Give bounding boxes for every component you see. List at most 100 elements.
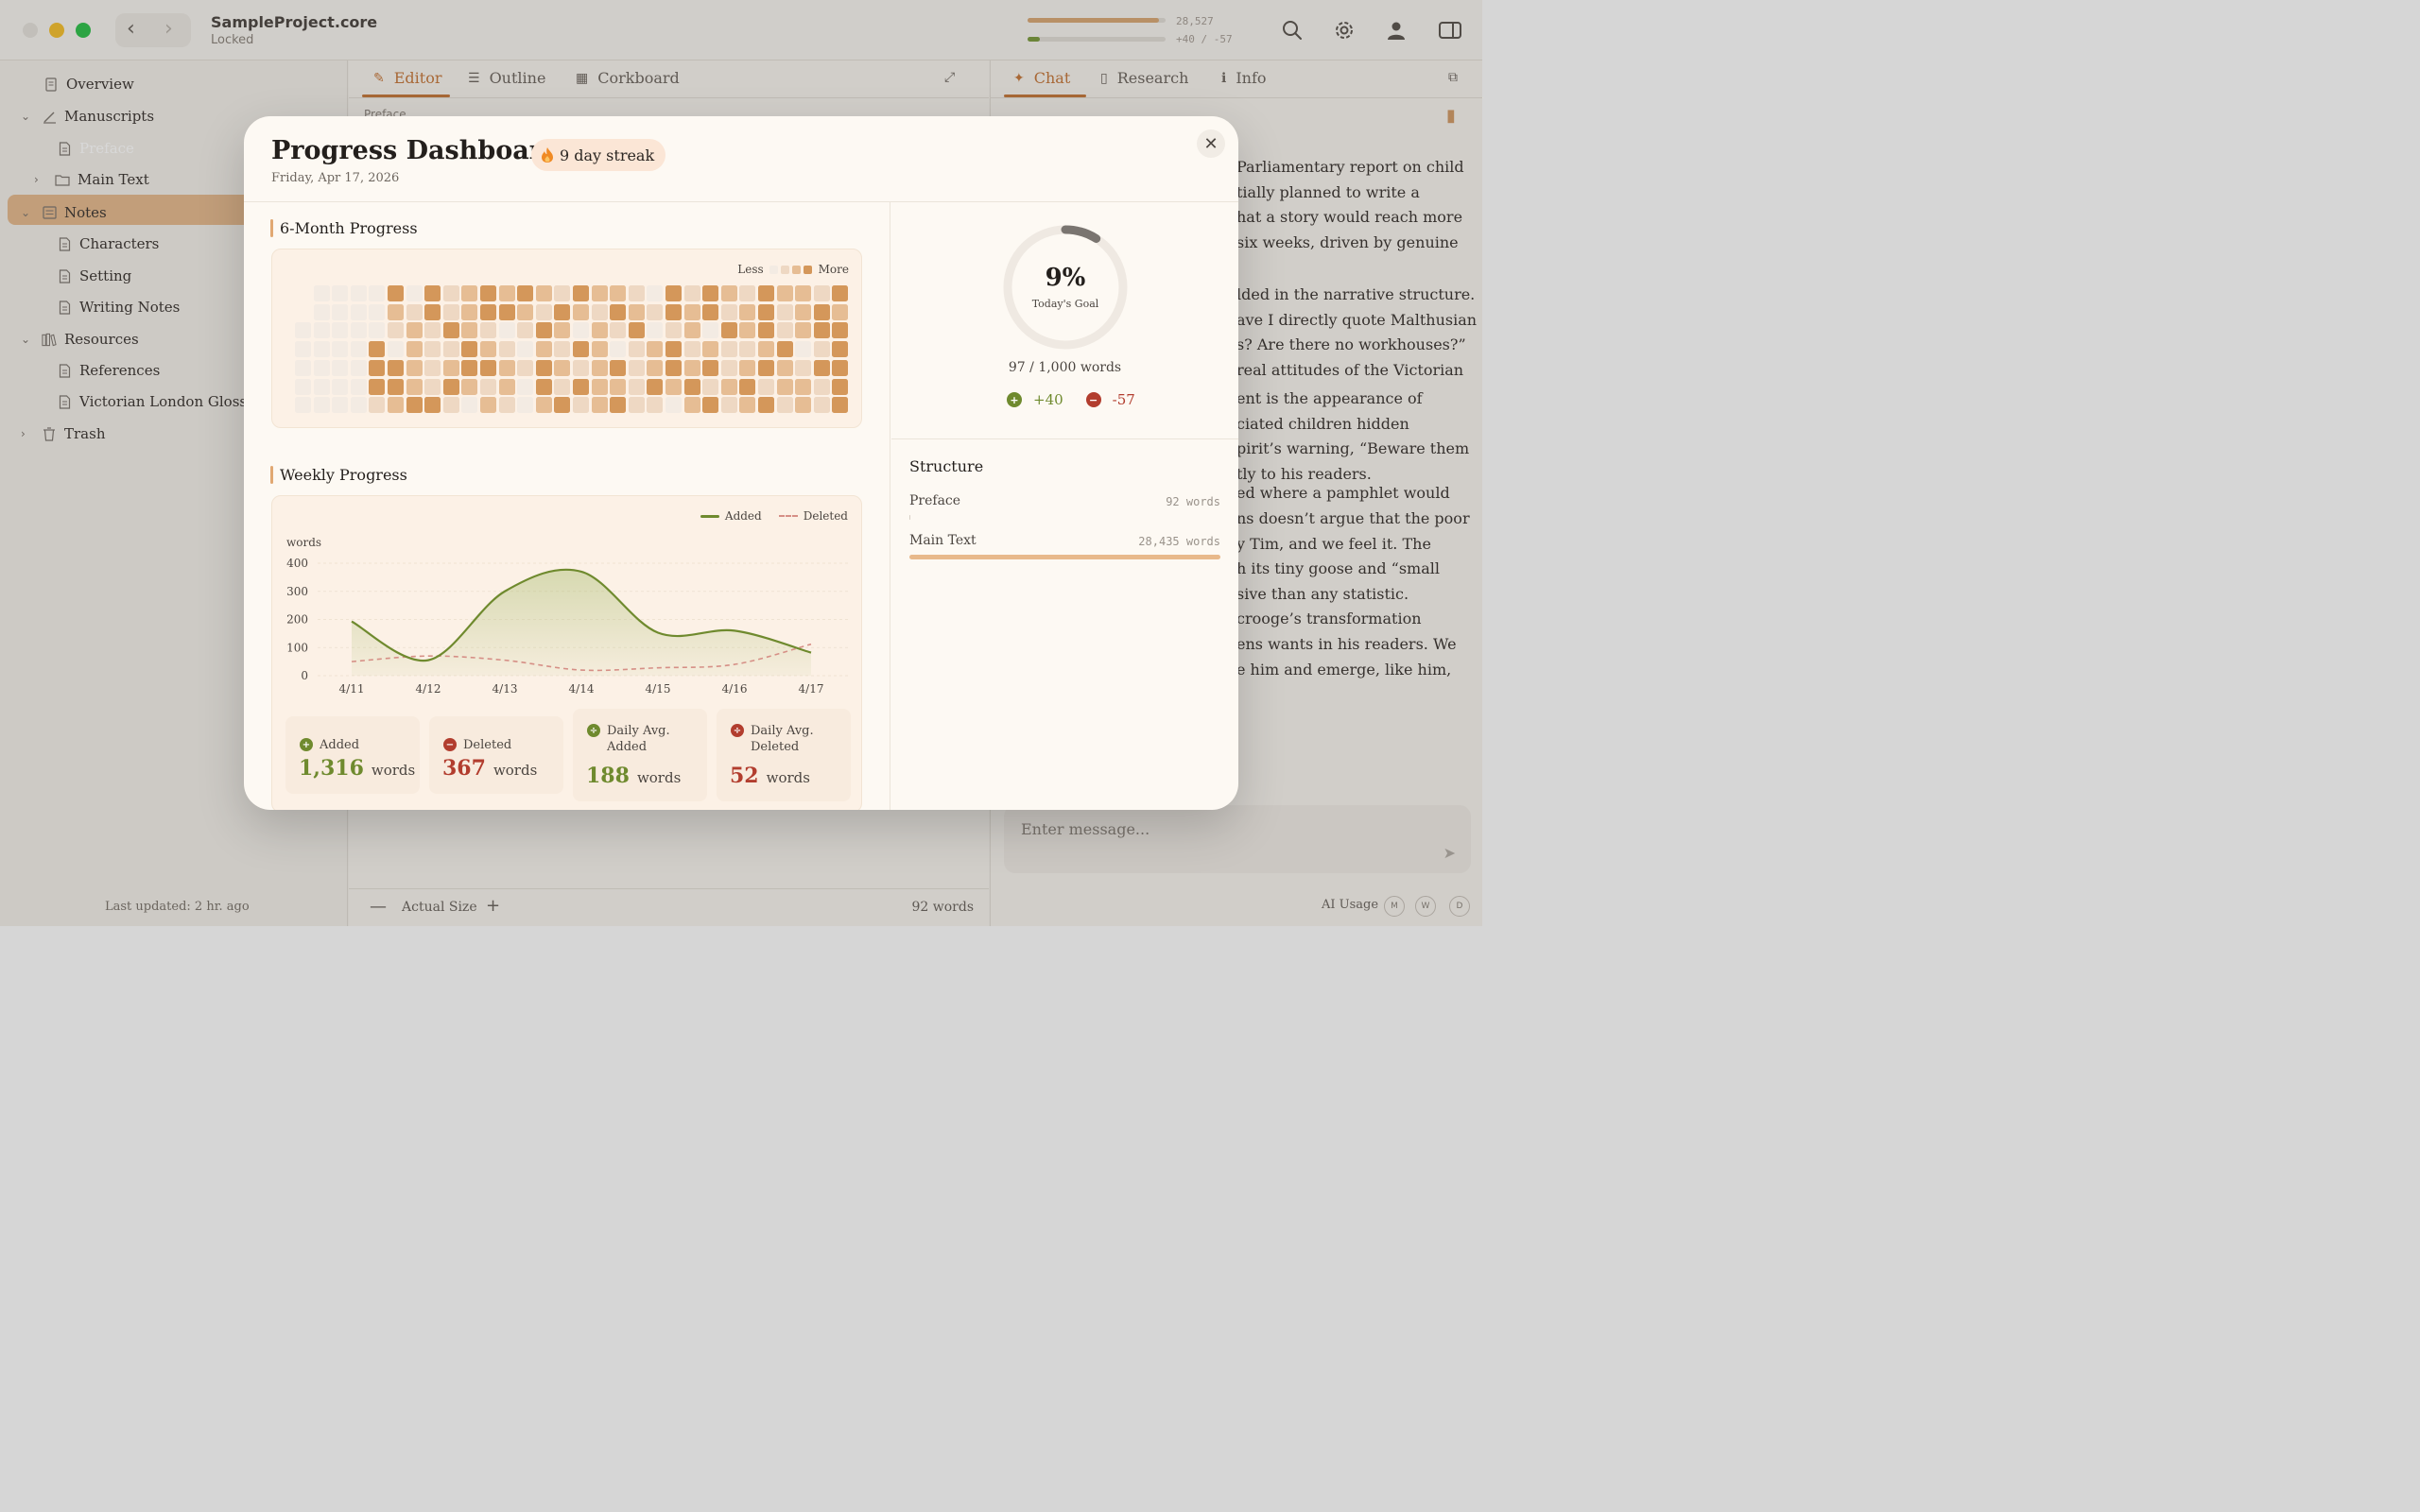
heatmap-cell[interactable]	[350, 285, 367, 301]
heatmap-cell[interactable]	[702, 397, 719, 414]
window-maximize-button[interactable]	[76, 23, 91, 38]
heatmap-cell[interactable]	[535, 303, 552, 320]
heatmap-cell[interactable]	[461, 285, 478, 301]
heatmap-cell[interactable]	[739, 397, 756, 414]
window-minimize-button[interactable]	[49, 23, 64, 38]
heatmap-cell[interactable]	[647, 341, 664, 358]
heatmap-cell[interactable]	[591, 285, 608, 301]
heatmap-cell[interactable]	[480, 341, 496, 358]
heatmap-cell[interactable]	[813, 341, 830, 358]
heatmap-cell[interactable]	[795, 285, 812, 301]
heatmap-cell[interactable]	[554, 341, 571, 358]
heatmap-cell[interactable]	[720, 322, 737, 339]
heatmap-cell[interactable]	[628, 397, 645, 414]
heatmap-cell[interactable]	[832, 322, 849, 339]
heatmap-cell[interactable]	[702, 322, 719, 339]
sidebar-item-references[interactable]: References	[57, 356, 160, 385]
heatmap-cell[interactable]	[517, 341, 534, 358]
heatmap-cell[interactable]	[517, 397, 534, 414]
tab-research[interactable]: ▯ Research	[1100, 69, 1188, 87]
heatmap-cell[interactable]	[350, 341, 367, 358]
heatmap-cell[interactable]	[498, 341, 515, 358]
heatmap-cell[interactable]	[647, 397, 664, 414]
heatmap-cell[interactable]	[295, 378, 311, 395]
heatmap-cell[interactable]	[795, 397, 812, 414]
heatmap-cell[interactable]	[535, 322, 552, 339]
heatmap-cell[interactable]	[628, 322, 645, 339]
heatmap-cell[interactable]	[461, 303, 478, 320]
heatmap-cell[interactable]	[610, 397, 627, 414]
heatmap-cell[interactable]	[573, 359, 589, 376]
heatmap-cell[interactable]	[573, 397, 589, 414]
heatmap-cell[interactable]	[517, 378, 534, 395]
heatmap-cell[interactable]	[776, 397, 793, 414]
sidebar-item-victorian-london-glossary[interactable]: Victorian London Glossary	[57, 387, 270, 416]
heatmap-cell[interactable]	[720, 341, 737, 358]
heatmap-cell[interactable]	[535, 359, 552, 376]
heatmap-cell[interactable]	[795, 303, 812, 320]
heatmap-cell[interactable]	[369, 303, 386, 320]
heatmap-cell[interactable]	[498, 303, 515, 320]
heatmap-cell[interactable]	[369, 322, 386, 339]
heatmap-cell[interactable]	[461, 378, 478, 395]
sidebar-item-resources[interactable]: ⌄ Resources	[21, 325, 139, 353]
heatmap-cell[interactable]	[610, 359, 627, 376]
heatmap-cell[interactable]	[313, 378, 330, 395]
heatmap-cell[interactable]	[591, 341, 608, 358]
heatmap-cell[interactable]	[813, 322, 830, 339]
heatmap-cell[interactable]	[295, 397, 311, 414]
heatmap-cell[interactable]	[424, 378, 441, 395]
heatmap-cell[interactable]	[573, 322, 589, 339]
heatmap-cell[interactable]	[795, 341, 812, 358]
heatmap-cell[interactable]	[554, 359, 571, 376]
sidebar-item-characters[interactable]: Characters	[57, 230, 159, 258]
heatmap-cell[interactable]	[498, 285, 515, 301]
heatmap-cell[interactable]	[683, 378, 700, 395]
heatmap-cell[interactable]	[832, 285, 849, 301]
heatmap-cell[interactable]	[702, 378, 719, 395]
heatmap-cell[interactable]	[535, 397, 552, 414]
heatmap-cell[interactable]	[388, 322, 404, 339]
heatmap-cell[interactable]	[739, 285, 756, 301]
sidebar-item-manuscripts[interactable]: ⌄ Manuscripts	[21, 102, 154, 130]
heatmap-cell[interactable]	[554, 285, 571, 301]
heatmap-cell[interactable]	[406, 397, 423, 414]
heatmap-cell[interactable]	[628, 359, 645, 376]
heatmap-cell[interactable]	[480, 359, 496, 376]
heatmap-cell[interactable]	[573, 378, 589, 395]
heatmap-cell[interactable]	[498, 397, 515, 414]
heatmap-cell[interactable]	[461, 322, 478, 339]
heatmap-cell[interactable]	[666, 397, 682, 414]
heatmap-cell[interactable]	[813, 285, 830, 301]
heatmap-cell[interactable]	[406, 285, 423, 301]
heatmap-cell[interactable]	[610, 322, 627, 339]
tab-corkboard[interactable]: ▦ Corkboard	[576, 69, 680, 87]
heatmap-cell[interactable]	[332, 359, 349, 376]
heatmap-cell[interactable]	[795, 322, 812, 339]
heatmap-cell[interactable]	[388, 303, 404, 320]
heatmap-cell[interactable]	[647, 322, 664, 339]
popout-icon[interactable]: ⧉	[1448, 70, 1458, 85]
heatmap-cell[interactable]	[369, 359, 386, 376]
heatmap-cell[interactable]	[295, 322, 311, 339]
heatmap-cell[interactable]	[554, 397, 571, 414]
chevron-right-icon[interactable]: ›	[21, 427, 26, 440]
window-close-button[interactable]	[23, 23, 38, 38]
heatmap-cell[interactable]	[720, 378, 737, 395]
heatmap-cell[interactable]	[666, 378, 682, 395]
back-arrow-icon[interactable]: ‹	[127, 17, 135, 41]
sidebar-item-trash[interactable]: › Trash	[21, 420, 105, 448]
heatmap-cell[interactable]	[480, 397, 496, 414]
heatmap-cell[interactable]	[517, 285, 534, 301]
heatmap-cell[interactable]	[776, 378, 793, 395]
close-icon[interactable]: ✕	[1197, 129, 1225, 158]
heatmap-cell[interactable]	[332, 378, 349, 395]
ai-usage-monthly[interactable]: M	[1384, 896, 1405, 917]
heatmap-cell[interactable]	[350, 359, 367, 376]
chevron-down-icon[interactable]: ⌄	[21, 206, 31, 219]
heatmap-cell[interactable]	[369, 285, 386, 301]
heatmap-cell[interactable]	[388, 378, 404, 395]
heatmap-cell[interactable]	[350, 322, 367, 339]
heatmap-cell[interactable]	[442, 303, 459, 320]
heatmap-cell[interactable]	[498, 322, 515, 339]
